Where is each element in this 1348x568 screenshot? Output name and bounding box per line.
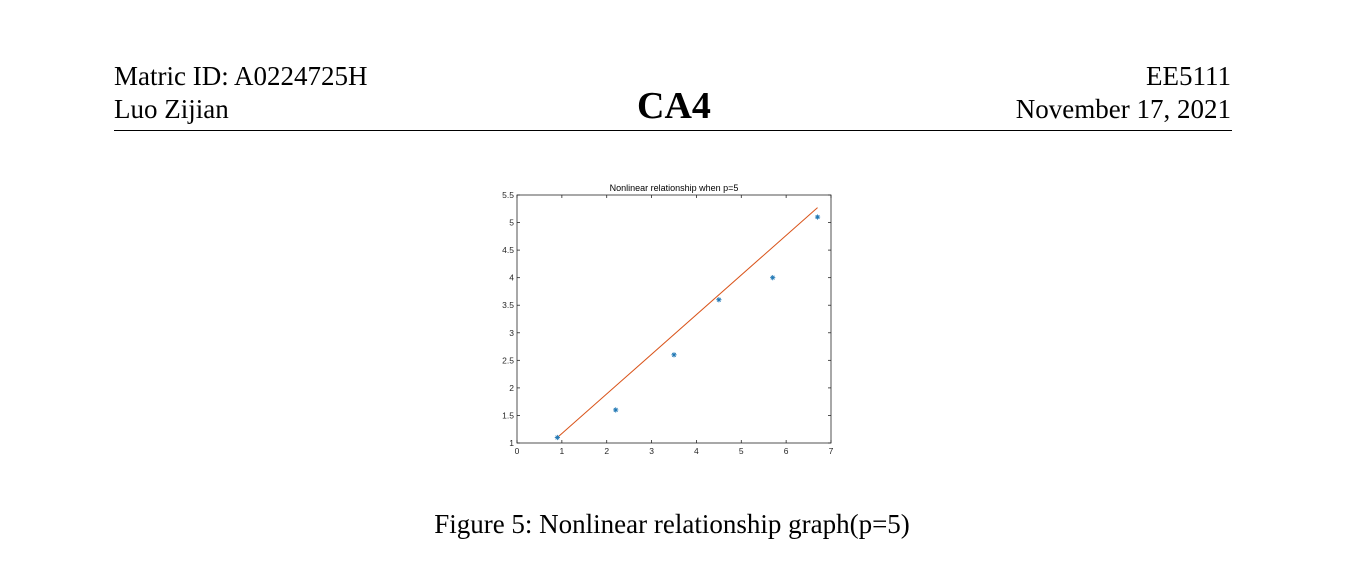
data-point bbox=[554, 434, 560, 441]
data-point bbox=[770, 275, 776, 281]
scatter-chart: Nonlinear relationship when p=50 1 2 3 4 5 6 71… bbox=[502, 183, 834, 456]
y-tick-label: 2 bbox=[509, 383, 514, 393]
chart-title: Nonlinear relationship when p=5 bbox=[610, 183, 739, 193]
document-date: November 17, 2021 bbox=[1015, 94, 1231, 124]
y-tick-label: 4 bbox=[509, 273, 514, 283]
x-tick-label: 3 bbox=[649, 446, 654, 456]
course-code: EE5111 bbox=[1146, 61, 1231, 91]
y-tick-label: 2.5 bbox=[502, 355, 514, 365]
x-tick-label: 4 bbox=[694, 446, 699, 456]
figure-caption: Figure 5: Nonlinear relationship graph(p… bbox=[434, 509, 910, 539]
data-point bbox=[716, 297, 722, 303]
x-tick-label: 7 bbox=[829, 446, 834, 456]
y-tick-label: 5 bbox=[509, 218, 514, 228]
header-rule bbox=[114, 130, 1232, 131]
y-tick-label: 4.5 bbox=[502, 245, 514, 255]
y-tick-label: 1.5 bbox=[502, 410, 514, 420]
author-name: Luo Zijian bbox=[114, 94, 229, 124]
y-tick-label: 3 bbox=[509, 328, 514, 338]
x-tick-label: 6 bbox=[784, 446, 789, 456]
x-tick-label: 2 bbox=[604, 446, 609, 456]
x-tick-label: 0 bbox=[515, 446, 520, 456]
x-tick-label: 1 bbox=[559, 446, 564, 456]
plot-area bbox=[516, 194, 832, 444]
y-tick-label: 1 bbox=[509, 438, 514, 448]
y-tick-label: 3.5 bbox=[502, 300, 514, 310]
fit-line bbox=[557, 207, 818, 438]
header-right: EE5111 November 17, 2021 bbox=[1016, 60, 1231, 126]
data-point bbox=[671, 352, 677, 358]
data-point bbox=[613, 407, 619, 413]
header-left: Matric ID: A0224725H Luo Zijian bbox=[114, 60, 367, 126]
matric-id: Matric ID: A0224725H bbox=[114, 61, 368, 91]
y-tick-label: 5.5 bbox=[502, 190, 514, 200]
data-point bbox=[814, 214, 821, 220]
page-title: CA4 bbox=[637, 85, 711, 127]
x-tick-label: 5 bbox=[739, 446, 744, 456]
